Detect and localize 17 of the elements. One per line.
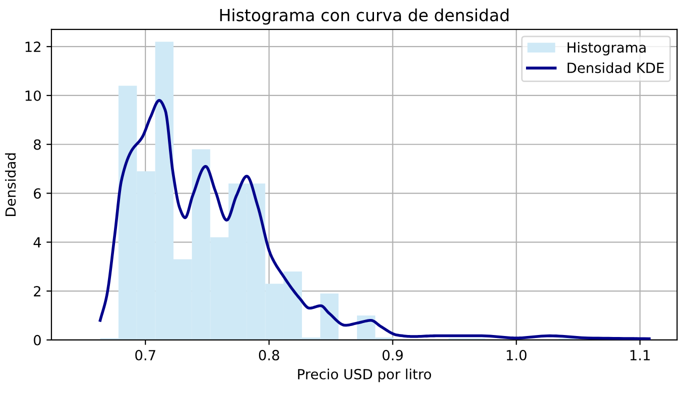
- legend-label: Histograma: [568, 42, 646, 56]
- x-tick-label: 1.0: [506, 350, 526, 360]
- y-tick-label: 6: [34, 188, 41, 199]
- legend-label: Densidad KDE: [568, 62, 664, 74]
- y-tick-label: 8: [34, 139, 41, 150]
- y-tick-label: 10: [26, 90, 41, 101]
- y-tick-label: 12: [26, 42, 40, 52]
- y-tick-label: 0: [34, 334, 41, 346]
- y-axis-title: Densidad: [5, 153, 16, 216]
- x-tick-label: 0.9: [382, 350, 403, 360]
- x-tick-label: 0.7: [135, 350, 156, 360]
- y-tick-label: 2: [34, 286, 40, 296]
- y-tick-label: 4: [34, 237, 41, 248]
- x-tick-label: 0.8: [258, 350, 280, 360]
- x-tick-label: 1.1: [630, 350, 650, 360]
- x-axis-title: Precio USD por litro: [298, 368, 432, 382]
- chart-title: Histograma con curva de densidad: [220, 8, 508, 25]
